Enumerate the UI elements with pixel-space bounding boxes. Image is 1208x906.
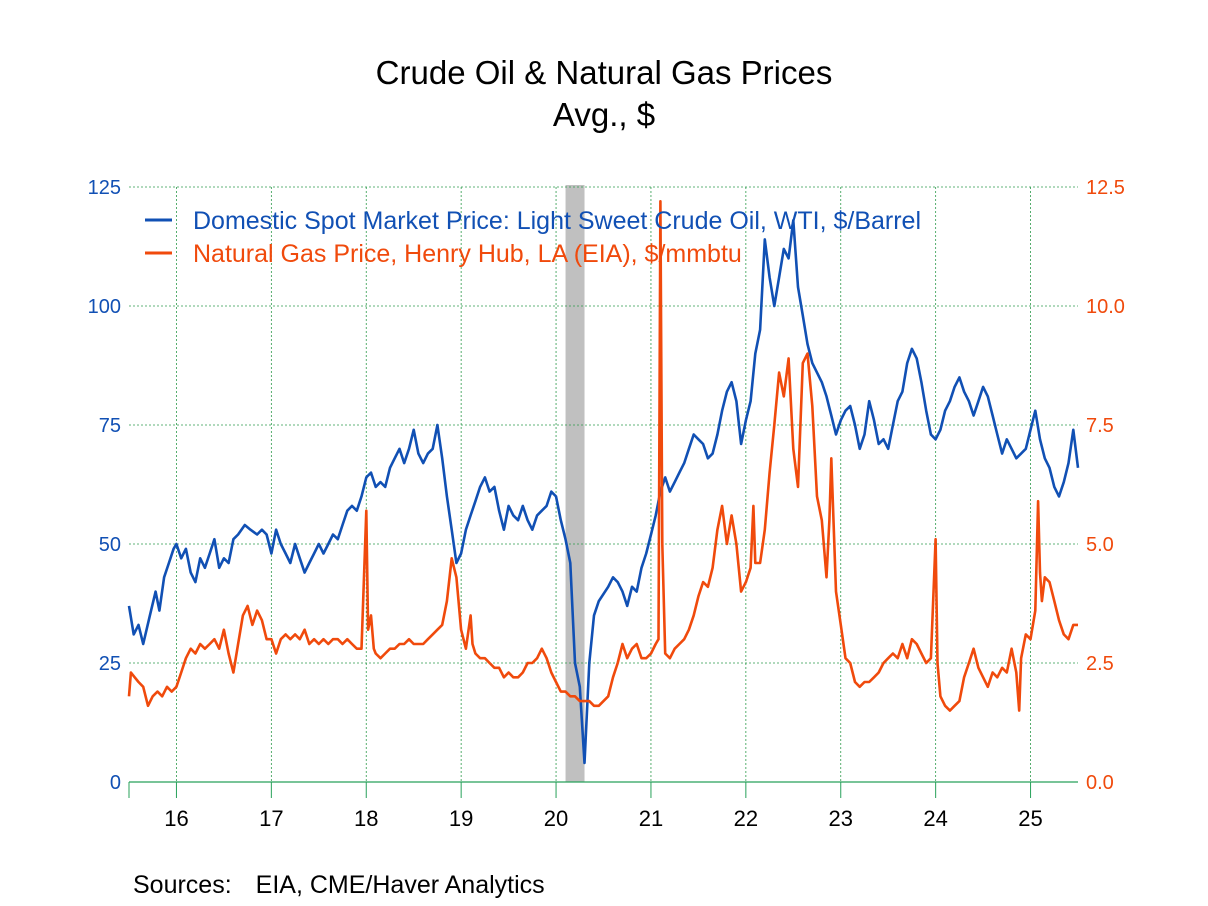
- gas-series-line: [127, 200, 1078, 712]
- right-tick-label: 7.5: [1086, 415, 1114, 437]
- x-tick-label: 17: [259, 806, 283, 831]
- legend: Domestic Spot Market Price: Light Sweet …: [145, 207, 921, 268]
- x-tick-label: 23: [829, 806, 853, 831]
- x-axis-labels: 16 17 18 19 20 21 22 23 24 25: [164, 806, 1043, 831]
- left-tick-label: 100: [88, 296, 121, 318]
- x-tick-label: 18: [354, 806, 378, 831]
- grid: [129, 186, 1078, 782]
- x-tick-label: 20: [544, 806, 568, 831]
- recession-shading: [565, 185, 585, 782]
- left-tick-label: 125: [88, 177, 121, 199]
- sources-label: Sources:: [133, 871, 232, 899]
- left-tick-label: 0: [110, 772, 121, 794]
- right-tick-label: 2.5: [1086, 653, 1114, 675]
- right-tick-label: 5.0: [1086, 534, 1114, 556]
- right-tick-label: 12.5: [1086, 177, 1125, 199]
- chart-subtitle: Avg., $: [552, 96, 656, 133]
- x-tick-label: 22: [734, 806, 758, 831]
- x-tick-label: 21: [639, 806, 663, 831]
- sources-note: Sources: EIA, CME/Haver Analytics: [133, 871, 545, 900]
- x-tick-label: 16: [164, 806, 188, 831]
- left-tick-label: 25: [99, 653, 121, 675]
- chart-title: Crude Oil & Natural Gas Prices: [375, 54, 833, 91]
- legend-label: Domestic Spot Market Price: Light Sweet …: [193, 207, 921, 235]
- sources-text: EIA, CME/Haver Analytics: [255, 871, 545, 899]
- x-axis: [128, 781, 1078, 798]
- series-lines: [127, 200, 1080, 765]
- x-tick-label: 19: [449, 806, 473, 831]
- right-tick-label: 10.0: [1086, 296, 1125, 318]
- legend-label: Natural Gas Price, Henry Hub, LA (EIA), …: [193, 240, 742, 268]
- recession-band: [565, 185, 585, 782]
- x-tick-label: 25: [1018, 806, 1042, 831]
- left-tick-label: 75: [99, 415, 121, 437]
- wti-series-line: [127, 219, 1080, 765]
- x-tick-label: 24: [923, 806, 947, 831]
- right-y-axis: 0.0 2.5 5.0 7.5 10.0 12.5: [1086, 177, 1125, 794]
- left-y-axis: 0 25 50 75 100 125: [88, 177, 121, 794]
- right-tick-label: 0.0: [1086, 772, 1114, 794]
- left-tick-label: 50: [99, 534, 121, 556]
